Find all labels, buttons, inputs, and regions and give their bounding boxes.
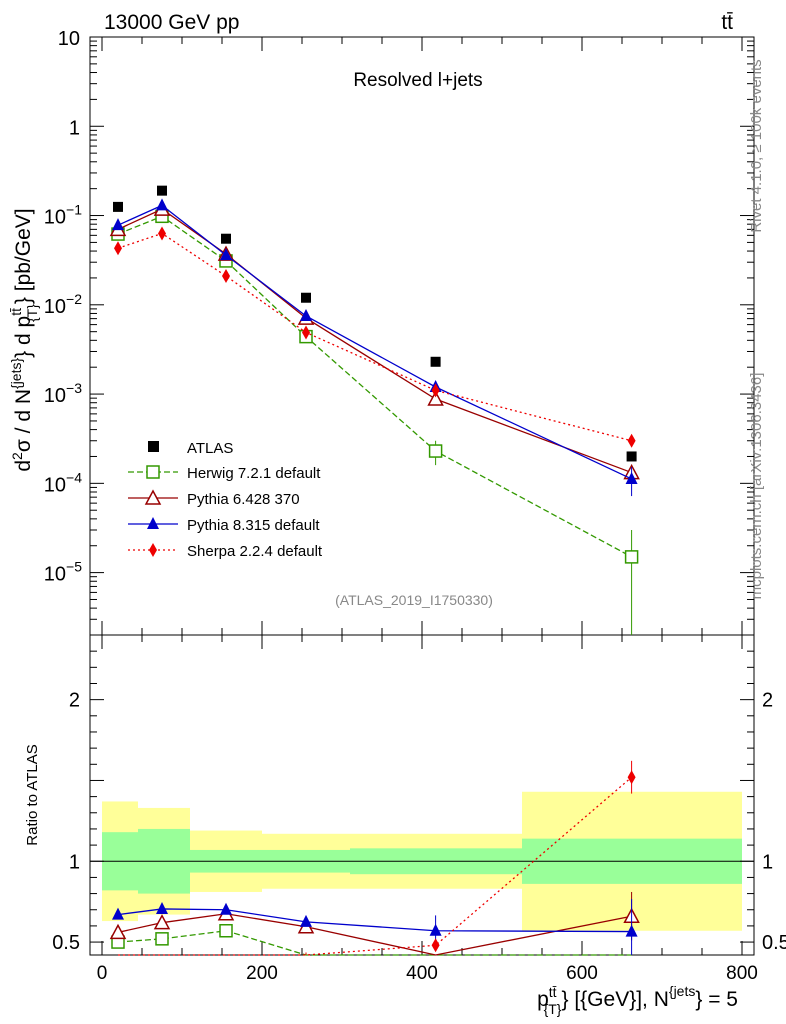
main-axis-ticks: 10 1 10−1 10−2 10−3 10−4 10−5 xyxy=(44,28,754,636)
ratio-point-herwig-7-2-1-default xyxy=(155,932,169,946)
legend-label-sherpa-2-2-4-default: Sherpa 2.2.4 default xyxy=(187,543,323,560)
ratio-point-pythia-8-315-default xyxy=(300,914,312,927)
legend-entry-sherpa-2-2-4-default: Sherpa 2.2.4 default xyxy=(128,543,323,560)
analysis-id: (ATLAS_2019_I1750330) xyxy=(335,592,493,608)
x-tick-label: 0 xyxy=(97,963,108,984)
ratio-point-pythia-8-315-default xyxy=(112,907,124,920)
point-herwig-7-2-1-default xyxy=(428,444,443,458)
data-point-atlas xyxy=(157,185,167,196)
y-tick-label: 10−1 xyxy=(44,202,82,229)
process-label: tt̄ xyxy=(721,11,733,34)
y-tick-label: 1 xyxy=(69,117,80,139)
legend-marker-pythia-8-315-default xyxy=(147,517,159,529)
x-tick-label: 200 xyxy=(246,963,278,984)
beam-label: 13000 GeV pp xyxy=(104,11,239,34)
series-line-sherpa-2-2-4-default xyxy=(117,232,632,442)
x-tick-label: 800 xyxy=(726,963,758,984)
point-pythia-8-315-default xyxy=(625,471,638,484)
ratio-tick-label: 1 xyxy=(69,851,80,873)
ratio-tick-label: 2 xyxy=(69,690,80,712)
data-point-atlas xyxy=(626,451,637,462)
ratio-point-pythia-6-428-370 xyxy=(153,914,171,930)
ratio-line-pythia-6-428-370 xyxy=(117,913,632,956)
chart-title: Resolved l+jets xyxy=(353,70,482,91)
ratio-tick-label: 0.5 xyxy=(52,932,80,954)
legend-entry-herwig-7-2-1-default: Herwig 7.2.1 default xyxy=(128,465,321,482)
ratio-point-pythia-8-315-default xyxy=(156,901,168,914)
y-tick-label: 10 xyxy=(58,28,80,50)
main-series-group xyxy=(109,185,640,635)
ratio-line-sherpa-2-2-4-default xyxy=(118,776,633,956)
ratio-point-herwig-7-2-1-default xyxy=(219,924,233,938)
y-axis-label: d2σ / d N{jets}} d ptt̄{T}} [pb/GeV] xyxy=(8,208,40,471)
ratio-line-herwig-7-2-1-default xyxy=(117,930,632,956)
legend-entry-pythia-6-428-370: Pythia 6.428 370 xyxy=(128,489,300,508)
ratio-point-pythia-8-315-default xyxy=(429,923,442,936)
y-tick-label: 10−5 xyxy=(44,559,82,586)
point-sherpa-2-2-4-default xyxy=(627,433,636,448)
y-tick-label: 10−4 xyxy=(44,469,82,496)
point-sherpa-2-2-4-default xyxy=(114,241,122,256)
ratio-series-group xyxy=(109,760,640,956)
legend-marker-atlas xyxy=(148,441,159,452)
point-herwig-7-2-1-default xyxy=(624,550,639,564)
point-pythia-6-428-370 xyxy=(427,390,444,406)
x-tick-label: 600 xyxy=(566,963,598,984)
ratio-tick-label-right: 1 xyxy=(762,851,773,873)
legend-marker-herwig-7-2-1-default xyxy=(146,465,160,479)
ratio-y-axis-label: Ratio to ATLAS xyxy=(24,744,41,845)
data-point-atlas xyxy=(113,201,123,212)
point-sherpa-2-2-4-default xyxy=(158,226,166,241)
y-tick-label: 10−3 xyxy=(44,380,82,407)
point-pythia-8-315-default xyxy=(112,218,124,231)
legend-label-pythia-8-315-default: Pythia 8.315 default xyxy=(187,517,320,534)
data-point-atlas xyxy=(221,233,231,244)
legend-label-herwig-7-2-1-default: Herwig 7.2.1 default xyxy=(187,465,321,482)
point-pythia-8-315-default xyxy=(300,308,312,321)
legend-entry-atlas: ATLAS xyxy=(148,440,233,457)
ratio-point-sherpa-2-2-4-default xyxy=(627,770,636,785)
ratio-tick-label-right: 2 xyxy=(762,690,773,712)
point-pythia-8-315-default xyxy=(220,248,232,261)
ratio-tick-label-right: 0.5 xyxy=(762,932,786,954)
legend-label-pythia-6-428-370: Pythia 6.428 370 xyxy=(187,491,300,508)
legend-label-atlas: ATLAS xyxy=(187,440,233,457)
ratio-point-pythia-8-315-default xyxy=(625,924,638,937)
ratio-point-pythia-8-315-default xyxy=(220,902,232,915)
legend-marker-sherpa-2-2-4-default xyxy=(149,543,157,557)
ratio-line-pythia-8-315-default xyxy=(117,908,632,933)
ratio-point-pythia-6-428-370 xyxy=(109,923,127,940)
legend-entry-pythia-8-315-default: Pythia 8.315 default xyxy=(128,517,320,534)
series-line-pythia-8-315-default xyxy=(117,204,632,480)
data-point-atlas xyxy=(430,356,441,367)
x-tick-label: 400 xyxy=(406,963,438,984)
legend: ATLAS Herwig 7.2.1 default Pythia 6.428 3… xyxy=(128,440,323,560)
site-label: mcplots.cern.ch [arXiv:1306.3436] xyxy=(748,373,765,600)
point-sherpa-2-2-4-default xyxy=(302,325,310,340)
series-line-herwig-7-2-1-default xyxy=(117,215,632,558)
point-sherpa-2-2-4-default xyxy=(222,269,230,284)
legend-marker-pythia-6-428-370 xyxy=(144,489,162,505)
rivet-label: Rivet 4.1.0, ≥ 100k events xyxy=(748,59,765,232)
ratio-point-sherpa-2-2-4-default xyxy=(431,938,440,953)
point-sherpa-2-2-4-default xyxy=(431,383,440,398)
y-tick-label: 10−2 xyxy=(44,291,82,318)
point-pythia-8-315-default xyxy=(156,198,168,211)
y-axis-label-text: d2σ / d N{jets}} d ptt̄{T}} [pb/GeV] xyxy=(8,208,40,471)
data-point-atlas xyxy=(301,292,311,303)
